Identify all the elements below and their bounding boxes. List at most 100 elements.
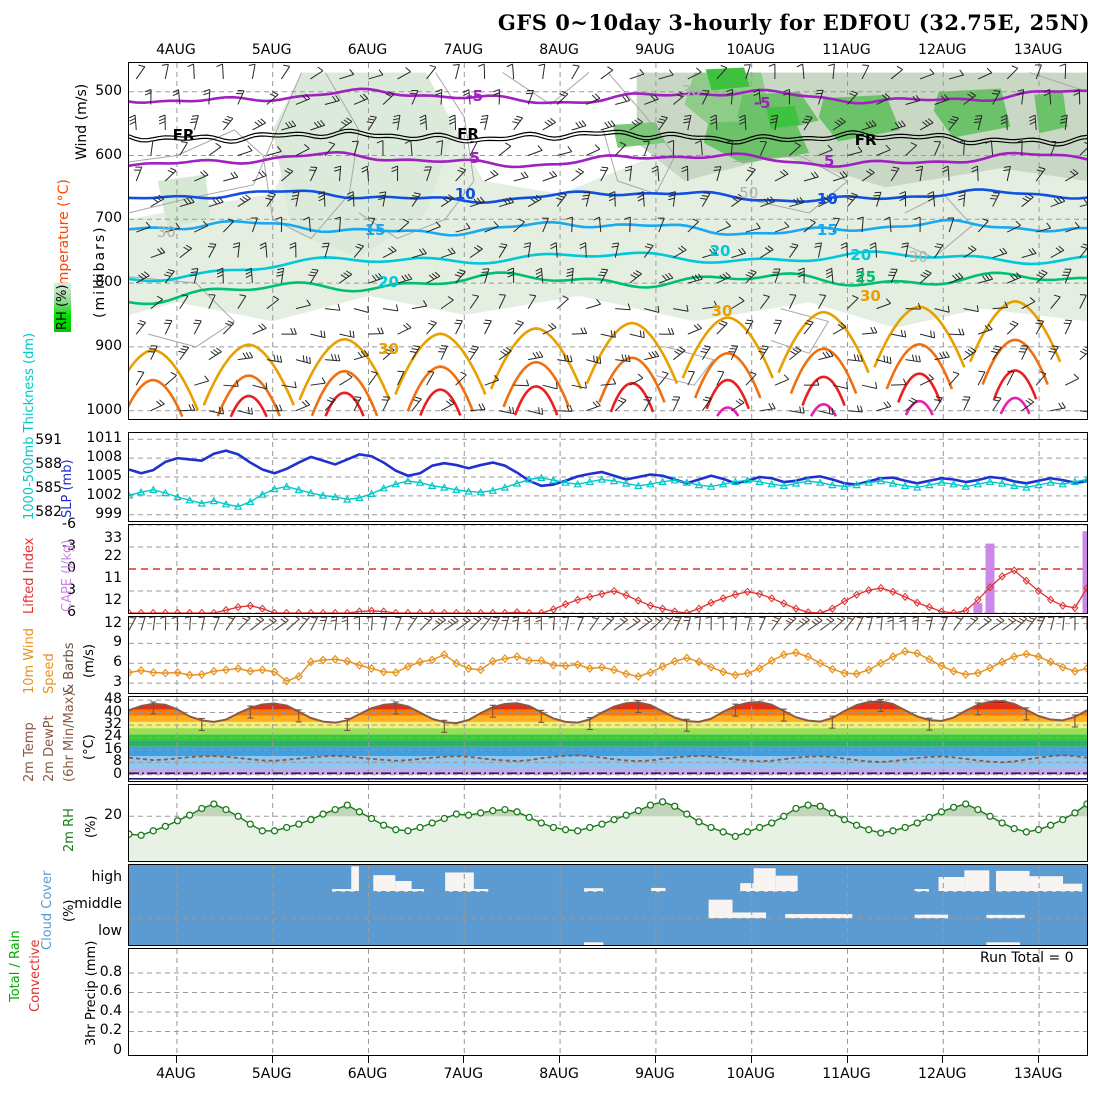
temp2m-label-temp: 2m Temp [22, 722, 37, 782]
page-title: GFS 0~10day 3-hourly for EDFOU (32.75E, … [497, 10, 1090, 35]
cloud-row-label: low [98, 922, 122, 939]
axis-tick: 591 [35, 432, 62, 448]
bottom-date-tickmark [942, 1056, 944, 1063]
top-date-tick: 4AUG [156, 42, 196, 58]
slp-label-slp: SLP (mb) [60, 459, 75, 518]
axis-tick: 12 [104, 592, 122, 608]
axis-tick: 900 [95, 337, 122, 354]
bottom-date-tick: 6AUG [347, 1066, 388, 1082]
wind10m-label-a: 10m Wind [22, 627, 37, 694]
contour-label: 15 [364, 220, 386, 239]
contour-label: 10 [454, 185, 476, 204]
upper-label-millibars: (millibars) [92, 225, 108, 318]
contour-label: 30 [156, 223, 176, 242]
wind10m-label-unit: (m/s) [82, 644, 97, 678]
bottom-date-tickmark [846, 1056, 848, 1063]
precip-legend-convective: Convective [28, 939, 43, 1012]
axis-tick: 9 [113, 634, 122, 651]
axis-tick: 24 [104, 728, 122, 745]
bottom-date-tickmark [654, 1056, 656, 1063]
axis-tick: 999 [95, 505, 122, 522]
axis-tick: 48 [104, 691, 122, 708]
contour-label: 50 [739, 183, 759, 202]
wind10m-panel [128, 616, 1088, 694]
contour-label: 20 [850, 246, 872, 265]
axis-tick: 8 [113, 753, 122, 770]
top-date-tick: 9AUG [635, 42, 675, 58]
axis-tick: 0 [113, 1042, 122, 1058]
contour-label: 5 [469, 148, 480, 167]
vertical-profile-panel [128, 62, 1088, 420]
axis-tick: 1005 [86, 468, 122, 484]
contour-label: 30 [860, 287, 881, 306]
cloud-row-label: middle [74, 896, 122, 912]
axis-tick: 20 [104, 807, 122, 824]
axis-tick: 6 [113, 654, 122, 671]
upper-label-rh: RH (%) [54, 282, 71, 332]
bottom-date-tick: 5AUG [251, 1066, 292, 1082]
top-date-tick: 12AUG [918, 42, 967, 58]
precip-label: 3hr Precip (mm) [84, 940, 99, 1046]
bottom-date-tickmark [367, 1056, 369, 1063]
axis-tick: 800 [95, 274, 122, 291]
contour-label: -5 [466, 86, 484, 105]
top-date-tick: 11AUG [822, 42, 871, 58]
axis-tick: 600 [95, 146, 122, 163]
cape-label-cape: CAPE (J/kg) [60, 539, 75, 612]
axis-tick: 582 [35, 504, 62, 520]
precip-legend-total: Total / Rain [8, 930, 23, 1002]
cloud-cover-panel [128, 864, 1088, 946]
contour-label: 30 [378, 340, 399, 359]
wind10m-label-b: Speed [42, 653, 57, 694]
wind10m-label-c: & Barbs [62, 642, 77, 694]
bottom-date-tickmark [463, 1056, 465, 1063]
axis-tick: 0 [113, 765, 122, 782]
top-date-tick: 6AUG [347, 42, 388, 58]
axis-tick: 16 [104, 740, 122, 757]
bottom-date-tick: 12AUG [918, 1066, 967, 1082]
bottom-date-tick: 13AUG [1013, 1066, 1063, 1082]
cape-label-li: Lifted Index [22, 537, 37, 614]
contour-label: FR [172, 126, 195, 145]
axis-tick: 1011 [86, 430, 122, 447]
axis-tick: 588 [35, 456, 62, 472]
axis-tick: 3 [113, 674, 122, 691]
bottom-date-tickmark [750, 1056, 752, 1063]
run-total-label: Run Total = 0 [980, 950, 1074, 966]
axis-tick: 0.2 [99, 1022, 122, 1039]
precip-panel [128, 948, 1088, 1056]
top-date-tick: 8AUG [539, 42, 579, 58]
axis-tick: 40 [104, 703, 122, 720]
slp-label-thickness: 1000-500mb Thickness (dm) [22, 332, 37, 520]
bottom-date-tick: 9AUG [635, 1066, 675, 1082]
temp2m-label-minmax: (6hr Min/Max) [62, 691, 77, 782]
contour-label: -5 [753, 94, 771, 113]
axis-tick: 1000 [86, 401, 122, 418]
top-date-tick: 7AUG [443, 42, 484, 58]
contour-label: 30 [681, 81, 701, 100]
cloud-label: Cloud Cover [40, 870, 55, 950]
axis-tick: 1002 [86, 486, 122, 503]
axis-tick: -6 [62, 516, 76, 532]
top-date-tick: 5AUG [251, 42, 292, 58]
contour-label: FR [457, 125, 479, 144]
axis-tick: 22 [104, 548, 122, 564]
axis-tick: 3 [67, 582, 76, 598]
axis-tick: 11 [104, 570, 122, 586]
top-date-tick: 13AUG [1013, 42, 1063, 58]
contour-label: 15 [816, 220, 838, 239]
upper-label-wind: Wind (m/s) [74, 83, 90, 160]
contour-label: 10 [816, 190, 838, 209]
bottom-date-tick: 8AUG [539, 1066, 579, 1082]
rh2m-panel [128, 784, 1088, 862]
contour-label: 30 [711, 301, 733, 320]
axis-tick: 0.4 [99, 1002, 122, 1019]
contour-label: FR [854, 131, 877, 150]
contour-label: 20 [709, 242, 731, 261]
axis-tick: 6 [67, 604, 76, 620]
cloud-label-unit: (%) [62, 899, 77, 923]
axis-tick: 33 [104, 530, 122, 546]
cape-li-panel [128, 524, 1088, 614]
axis-tick: 1008 [86, 449, 122, 466]
temp2m-label-unit: (°C) [82, 734, 97, 760]
